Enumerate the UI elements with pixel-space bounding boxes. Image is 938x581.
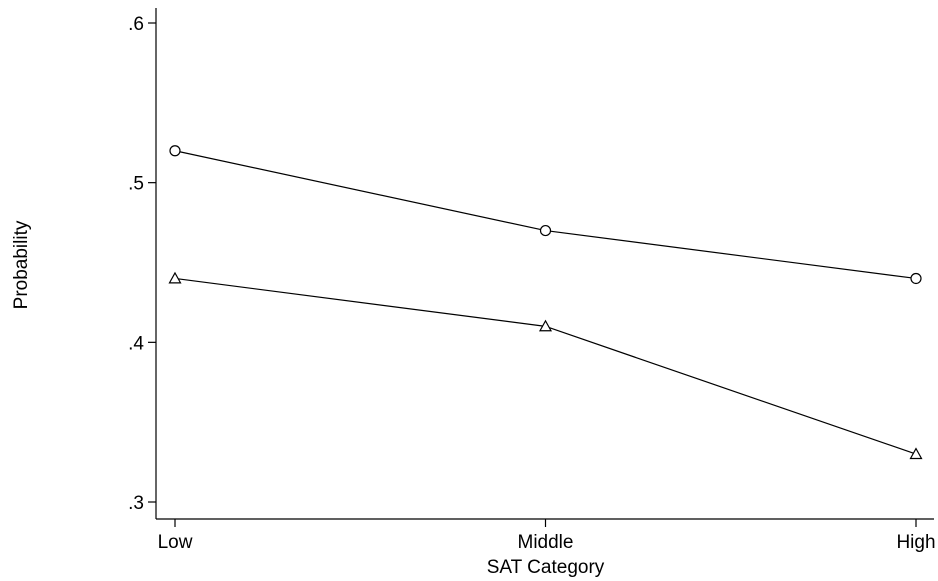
y-axis: .3 .4 .5 .6 bbox=[128, 8, 157, 519]
circle-marker bbox=[169, 145, 181, 157]
x-tick-label: Low bbox=[158, 532, 193, 553]
x-tick-label: High bbox=[896, 532, 935, 553]
triangle-marker bbox=[909, 447, 923, 460]
y-axis-title: Probability bbox=[11, 220, 32, 309]
triangle-marker bbox=[538, 319, 553, 332]
circle-marker bbox=[539, 224, 552, 237]
series-line bbox=[174, 277, 917, 455]
x-axis-title: SAT Category bbox=[487, 557, 605, 578]
series-group bbox=[168, 145, 923, 460]
circle-marker bbox=[910, 272, 922, 285]
series-2 bbox=[168, 271, 923, 460]
series-line bbox=[174, 150, 917, 280]
y-tick-label: .6 bbox=[128, 14, 144, 35]
x-axis: Low Middle High bbox=[156, 518, 936, 553]
x-tick-label: Middle bbox=[518, 532, 574, 553]
y-tick-label: .3 bbox=[128, 493, 144, 514]
y-tick-label: .4 bbox=[128, 333, 144, 354]
y-tick-label: .5 bbox=[128, 174, 144, 195]
triangle-marker bbox=[168, 271, 182, 284]
series-1 bbox=[169, 145, 922, 285]
